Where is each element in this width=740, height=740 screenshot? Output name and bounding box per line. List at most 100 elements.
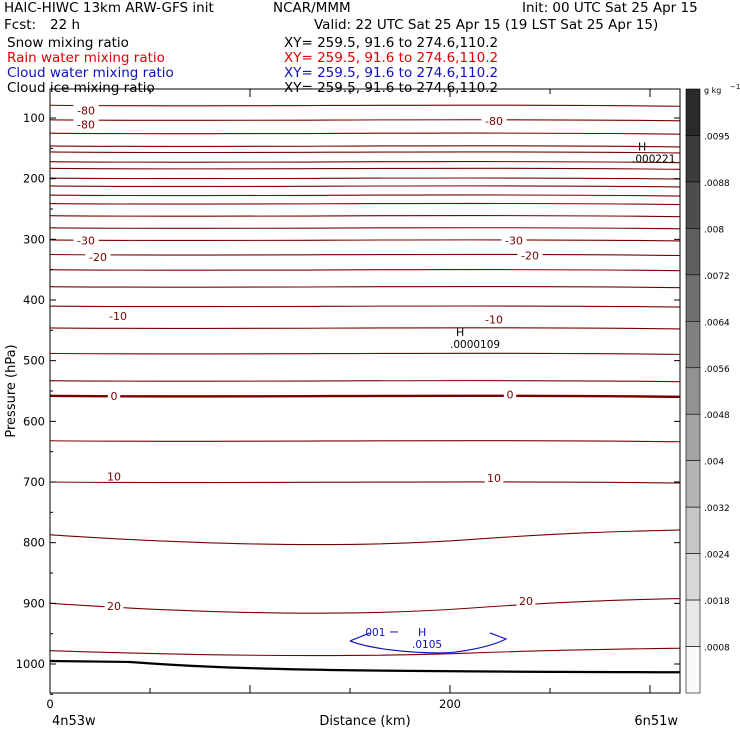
y-tick-label: 800 (23, 536, 45, 550)
isotherm-label: -80 (485, 115, 503, 128)
field-name-rain: Rain water mixing ratio (7, 50, 165, 66)
isotherm-label: 0 (507, 389, 514, 402)
colorbar: .0095 .0088 .008 .0072 .0064 .0056 .0048 .004 .0… (685, 83, 740, 694)
valid-time: Valid: 22 UTC Sat 25 Apr 15 (19 LST Sat … (314, 17, 659, 33)
y-tick-label: 400 (23, 293, 45, 307)
y-tick-label: 900 (23, 596, 45, 610)
isotherm-label: -20 (521, 250, 539, 263)
cloud-water-isoline (349, 632, 508, 654)
y-tick-label: 300 (23, 232, 45, 246)
isotherm-line (49, 239, 681, 242)
plot-frame (49, 88, 681, 694)
cloud-water-contour: .001 (349, 627, 508, 654)
colorbar-swatch (685, 181, 701, 229)
cloud-water-contour-label: .001 (362, 627, 385, 639)
isotherm-line (49, 202, 681, 206)
isotherm-line (49, 327, 681, 330)
isotherm-line (49, 253, 681, 257)
isotherm-label-bg (481, 312, 507, 325)
isotherm-label: -10 (109, 310, 127, 323)
colorbar-swatch (685, 413, 701, 461)
field-name-cloud-ice: Cloud ice mixing ratio (7, 80, 155, 96)
field-name-snow: Snow mixing ratio (7, 35, 129, 51)
isotherm-label-bg (73, 233, 99, 246)
isotherm-line (49, 379, 681, 383)
colorbar-swatch (685, 321, 701, 369)
x-axis-label: Distance (km) (319, 714, 410, 729)
y-tick-label: 500 (23, 354, 45, 368)
max-marker: H (638, 141, 646, 154)
isotherm-line (49, 104, 681, 107)
isotherm-line (49, 214, 681, 218)
isotherm-line (49, 647, 681, 657)
temperature-contours (49, 104, 681, 657)
isotherm-label: 20 (107, 600, 121, 613)
y-tick-label: 700 (23, 475, 45, 489)
colorbar-unit: g kg (704, 86, 721, 95)
y-axis-label: Pressure (hPa) (4, 344, 19, 437)
isotherm-line (49, 151, 681, 154)
isotherm-label-bg (481, 114, 507, 127)
isotherm-line (49, 185, 681, 188)
colorbar-label: .0008 (704, 644, 730, 654)
terrain-line (49, 659, 681, 674)
max-marker: H (456, 326, 464, 339)
isotherm-label-bg (107, 388, 121, 401)
isotherm-line (49, 394, 681, 399)
isotherm-label: -30 (505, 235, 523, 248)
colorbar-label: .008 (704, 225, 724, 235)
plot-title: HAIC-HIWC 13km ARW-GFS init (4, 0, 214, 16)
isotherm-line (49, 305, 681, 308)
colorbar-swatch (685, 135, 701, 183)
isotherm-label: -80 (77, 105, 95, 118)
colorbar-swatch (685, 228, 701, 276)
isotherm-label: -30 (77, 235, 95, 248)
y-tick-label: 100 (23, 111, 45, 125)
forecast-hour: 22 h (50, 17, 81, 33)
left-endpoint-label: 4n53w (52, 714, 96, 729)
max-value: .0000109 (450, 339, 500, 351)
right-endpoint-label: 6n51w (634, 714, 678, 729)
colorbar-label: .0018 (704, 597, 730, 607)
isotherm-line (49, 145, 681, 148)
colorbar-swatch (685, 553, 701, 601)
terrain-surface (49, 659, 681, 674)
isotherm-label: -80 (77, 119, 95, 132)
colorbar-label: .0095 (704, 132, 730, 142)
colorbar-label: .0048 (704, 411, 730, 421)
colorbar-label: .0024 (704, 551, 730, 561)
colorbar-label: .004 (704, 458, 724, 468)
field-xy-rain: XY= 259.5, 91.6 to 274.6,110.2 (284, 50, 499, 66)
forecast-label: Fcst: (4, 17, 37, 33)
isotherm-line (49, 132, 681, 135)
isotherm-label: 10 (487, 472, 501, 485)
colorbar-label: .0072 (704, 272, 730, 282)
y-tick-label: 1000 (16, 657, 45, 671)
colorbar-swatch (685, 367, 701, 415)
field-xy-snow: XY= 259.5, 91.6 to 274.6,110.2 (284, 35, 499, 51)
colorbar-swatch (685, 646, 701, 694)
isotherm-label-bg (105, 308, 131, 321)
isotherm-line (49, 119, 681, 122)
init-time: Init: 00 UTC Sat 25 Apr 15 (522, 0, 698, 16)
y-tick-label: 200 (23, 172, 45, 186)
field-xy-cloud-water: XY= 259.5, 91.6 to 274.6,110.2 (284, 65, 499, 81)
colorbar-label: .0088 (704, 179, 730, 189)
isotherm-label-bg (501, 233, 527, 246)
colorbar-swatch (685, 88, 701, 136)
max-value: .000221 (632, 154, 675, 166)
isotherm-line (49, 160, 681, 164)
field-xy-cloud-ice: XY= 259.5, 91.6 to 274.6,110.2 (284, 80, 499, 96)
isotherm-label-bg (85, 249, 111, 262)
colorbar-swatch (685, 460, 701, 508)
isotherm-line (49, 440, 681, 443)
x-tick-label: 0 (46, 697, 53, 711)
isotherm-label-bg (517, 248, 543, 261)
isotherm-label: 0 (111, 390, 118, 403)
isotherm-line (49, 481, 681, 484)
isotherm-label-bg (484, 470, 504, 483)
isotherm-label: -20 (89, 251, 107, 264)
isotherm-label: -10 (485, 313, 503, 326)
x-tick-label: 200 (439, 697, 461, 711)
